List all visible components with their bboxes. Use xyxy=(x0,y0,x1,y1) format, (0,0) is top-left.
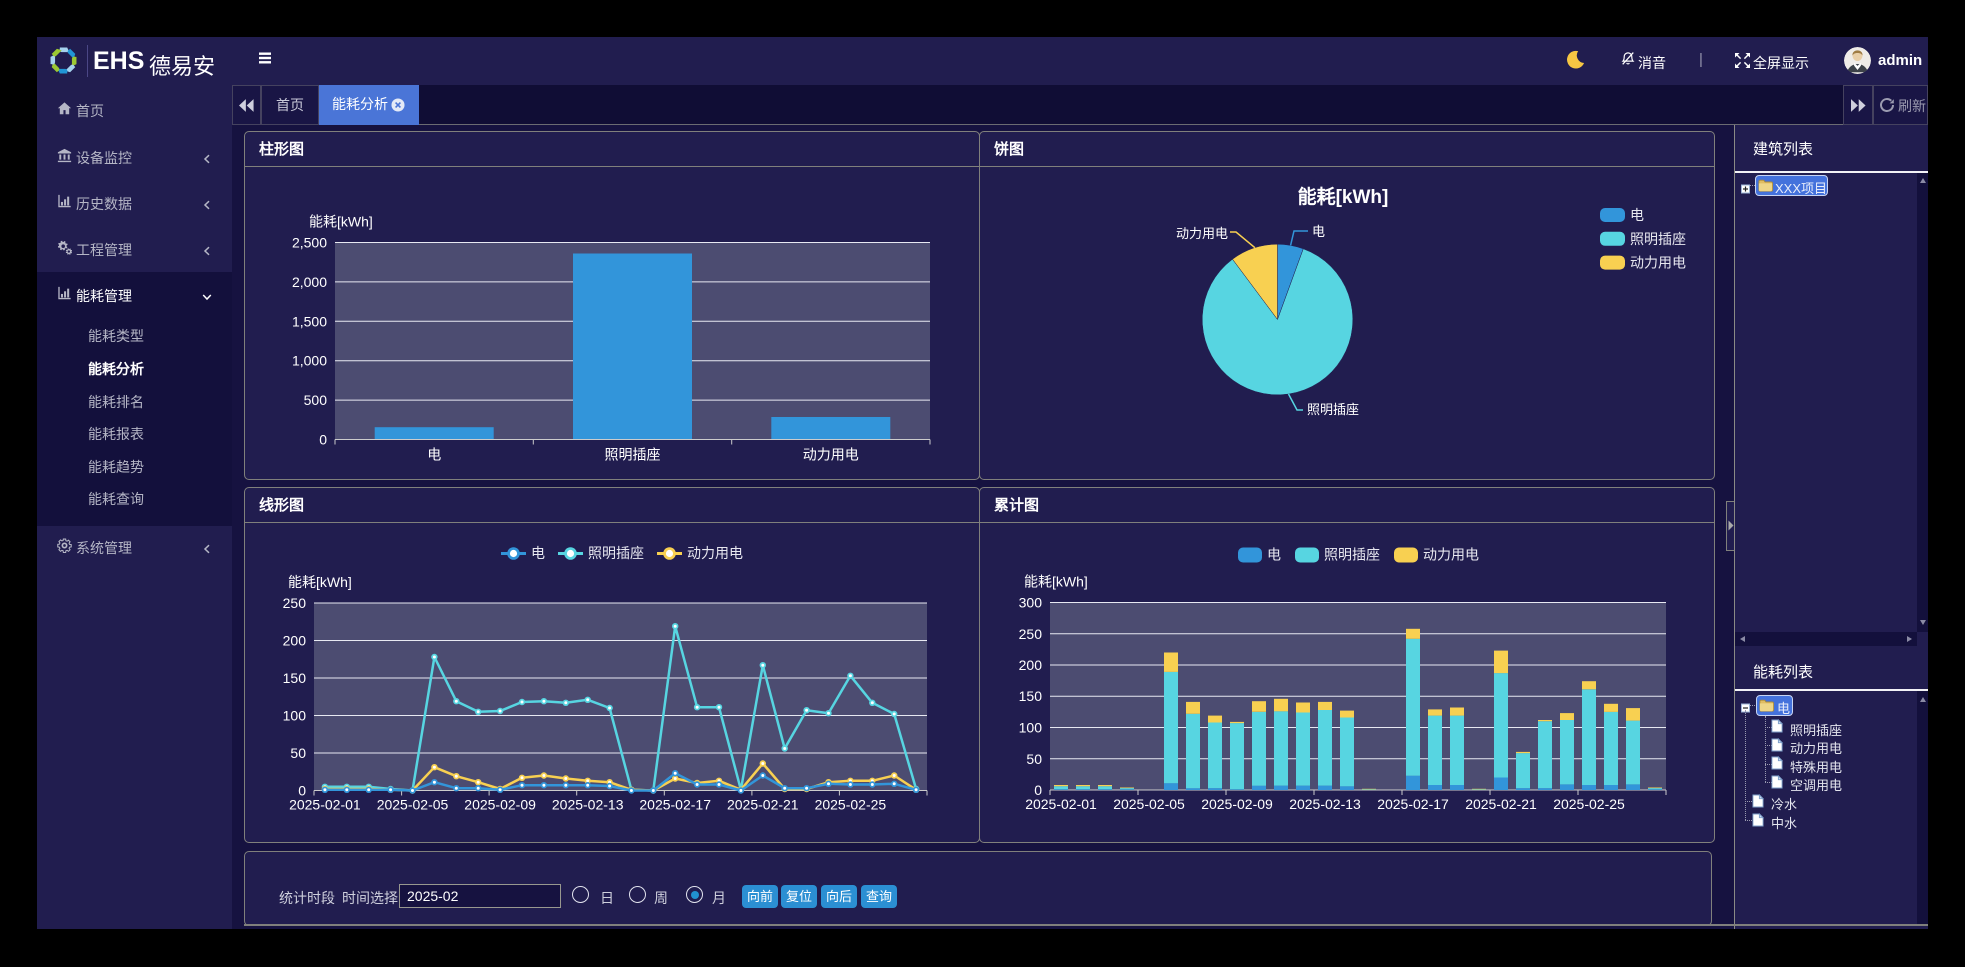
svg-text:250: 250 xyxy=(1019,626,1043,642)
svg-text:照明插座: 照明插座 xyxy=(1324,547,1380,563)
svg-text:能耗[kWh]: 能耗[kWh] xyxy=(288,574,352,590)
svg-text:2025-02-13: 2025-02-13 xyxy=(552,797,624,813)
svg-text:动力用电: 动力用电 xyxy=(1630,255,1686,271)
svg-text:电: 电 xyxy=(427,447,441,463)
svg-text:照明插座: 照明插座 xyxy=(588,545,644,561)
svg-text:300: 300 xyxy=(1019,595,1043,611)
svg-text:2025-02-13: 2025-02-13 xyxy=(1289,796,1361,812)
svg-text:电: 电 xyxy=(1312,224,1325,239)
svg-text:动力用电: 动力用电 xyxy=(803,447,859,463)
svg-text:0: 0 xyxy=(319,432,327,448)
svg-text:0: 0 xyxy=(1034,782,1042,798)
svg-text:250: 250 xyxy=(283,595,307,611)
svg-text:能耗[kWh]: 能耗[kWh] xyxy=(1024,574,1088,590)
svg-text:2025-02-17: 2025-02-17 xyxy=(1377,796,1449,812)
svg-text:2025-02-25: 2025-02-25 xyxy=(815,797,887,813)
svg-text:100: 100 xyxy=(1019,720,1043,736)
svg-text:2025-02-01: 2025-02-01 xyxy=(289,797,361,813)
svg-text:50: 50 xyxy=(290,745,306,761)
svg-text:照明插座: 照明插座 xyxy=(605,447,661,463)
svg-text:能耗[kWh]: 能耗[kWh] xyxy=(309,214,373,230)
svg-text:2025-02-09: 2025-02-09 xyxy=(464,797,536,813)
svg-text:1,500: 1,500 xyxy=(292,313,327,329)
svg-text:动力用电: 动力用电 xyxy=(687,545,743,561)
svg-text:能耗[kWh]: 能耗[kWh] xyxy=(1298,185,1389,208)
svg-text:电: 电 xyxy=(531,545,545,561)
svg-text:2025-02-05: 2025-02-05 xyxy=(377,797,449,813)
svg-text:动力用电: 动力用电 xyxy=(1423,547,1479,563)
svg-text:2025-02-21: 2025-02-21 xyxy=(727,797,799,813)
svg-text:照明插座: 照明插座 xyxy=(1630,231,1686,247)
svg-text:50: 50 xyxy=(1026,751,1042,767)
svg-text:电: 电 xyxy=(1630,207,1644,223)
svg-text:200: 200 xyxy=(1019,657,1043,673)
svg-text:2025-02-21: 2025-02-21 xyxy=(1465,796,1537,812)
svg-text:动力用电: 动力用电 xyxy=(1176,226,1228,241)
svg-text:150: 150 xyxy=(283,670,307,686)
svg-text:500: 500 xyxy=(304,392,328,408)
svg-text:1,000: 1,000 xyxy=(292,353,327,369)
svg-text:电: 电 xyxy=(1267,547,1281,563)
svg-text:200: 200 xyxy=(283,633,307,649)
svg-text:2025-02-17: 2025-02-17 xyxy=(639,797,711,813)
svg-text:2025-02-09: 2025-02-09 xyxy=(1201,796,1273,812)
svg-text:0: 0 xyxy=(298,783,306,799)
svg-text:100: 100 xyxy=(283,708,307,724)
svg-text:2,500: 2,500 xyxy=(292,235,327,251)
svg-text:2025-02-25: 2025-02-25 xyxy=(1553,796,1625,812)
svg-text:照明插座: 照明插座 xyxy=(1307,402,1359,417)
svg-text:2,000: 2,000 xyxy=(292,274,327,290)
svg-text:2025-02-01: 2025-02-01 xyxy=(1025,796,1097,812)
svg-text:2025-02-05: 2025-02-05 xyxy=(1113,796,1185,812)
svg-text:150: 150 xyxy=(1019,688,1043,704)
